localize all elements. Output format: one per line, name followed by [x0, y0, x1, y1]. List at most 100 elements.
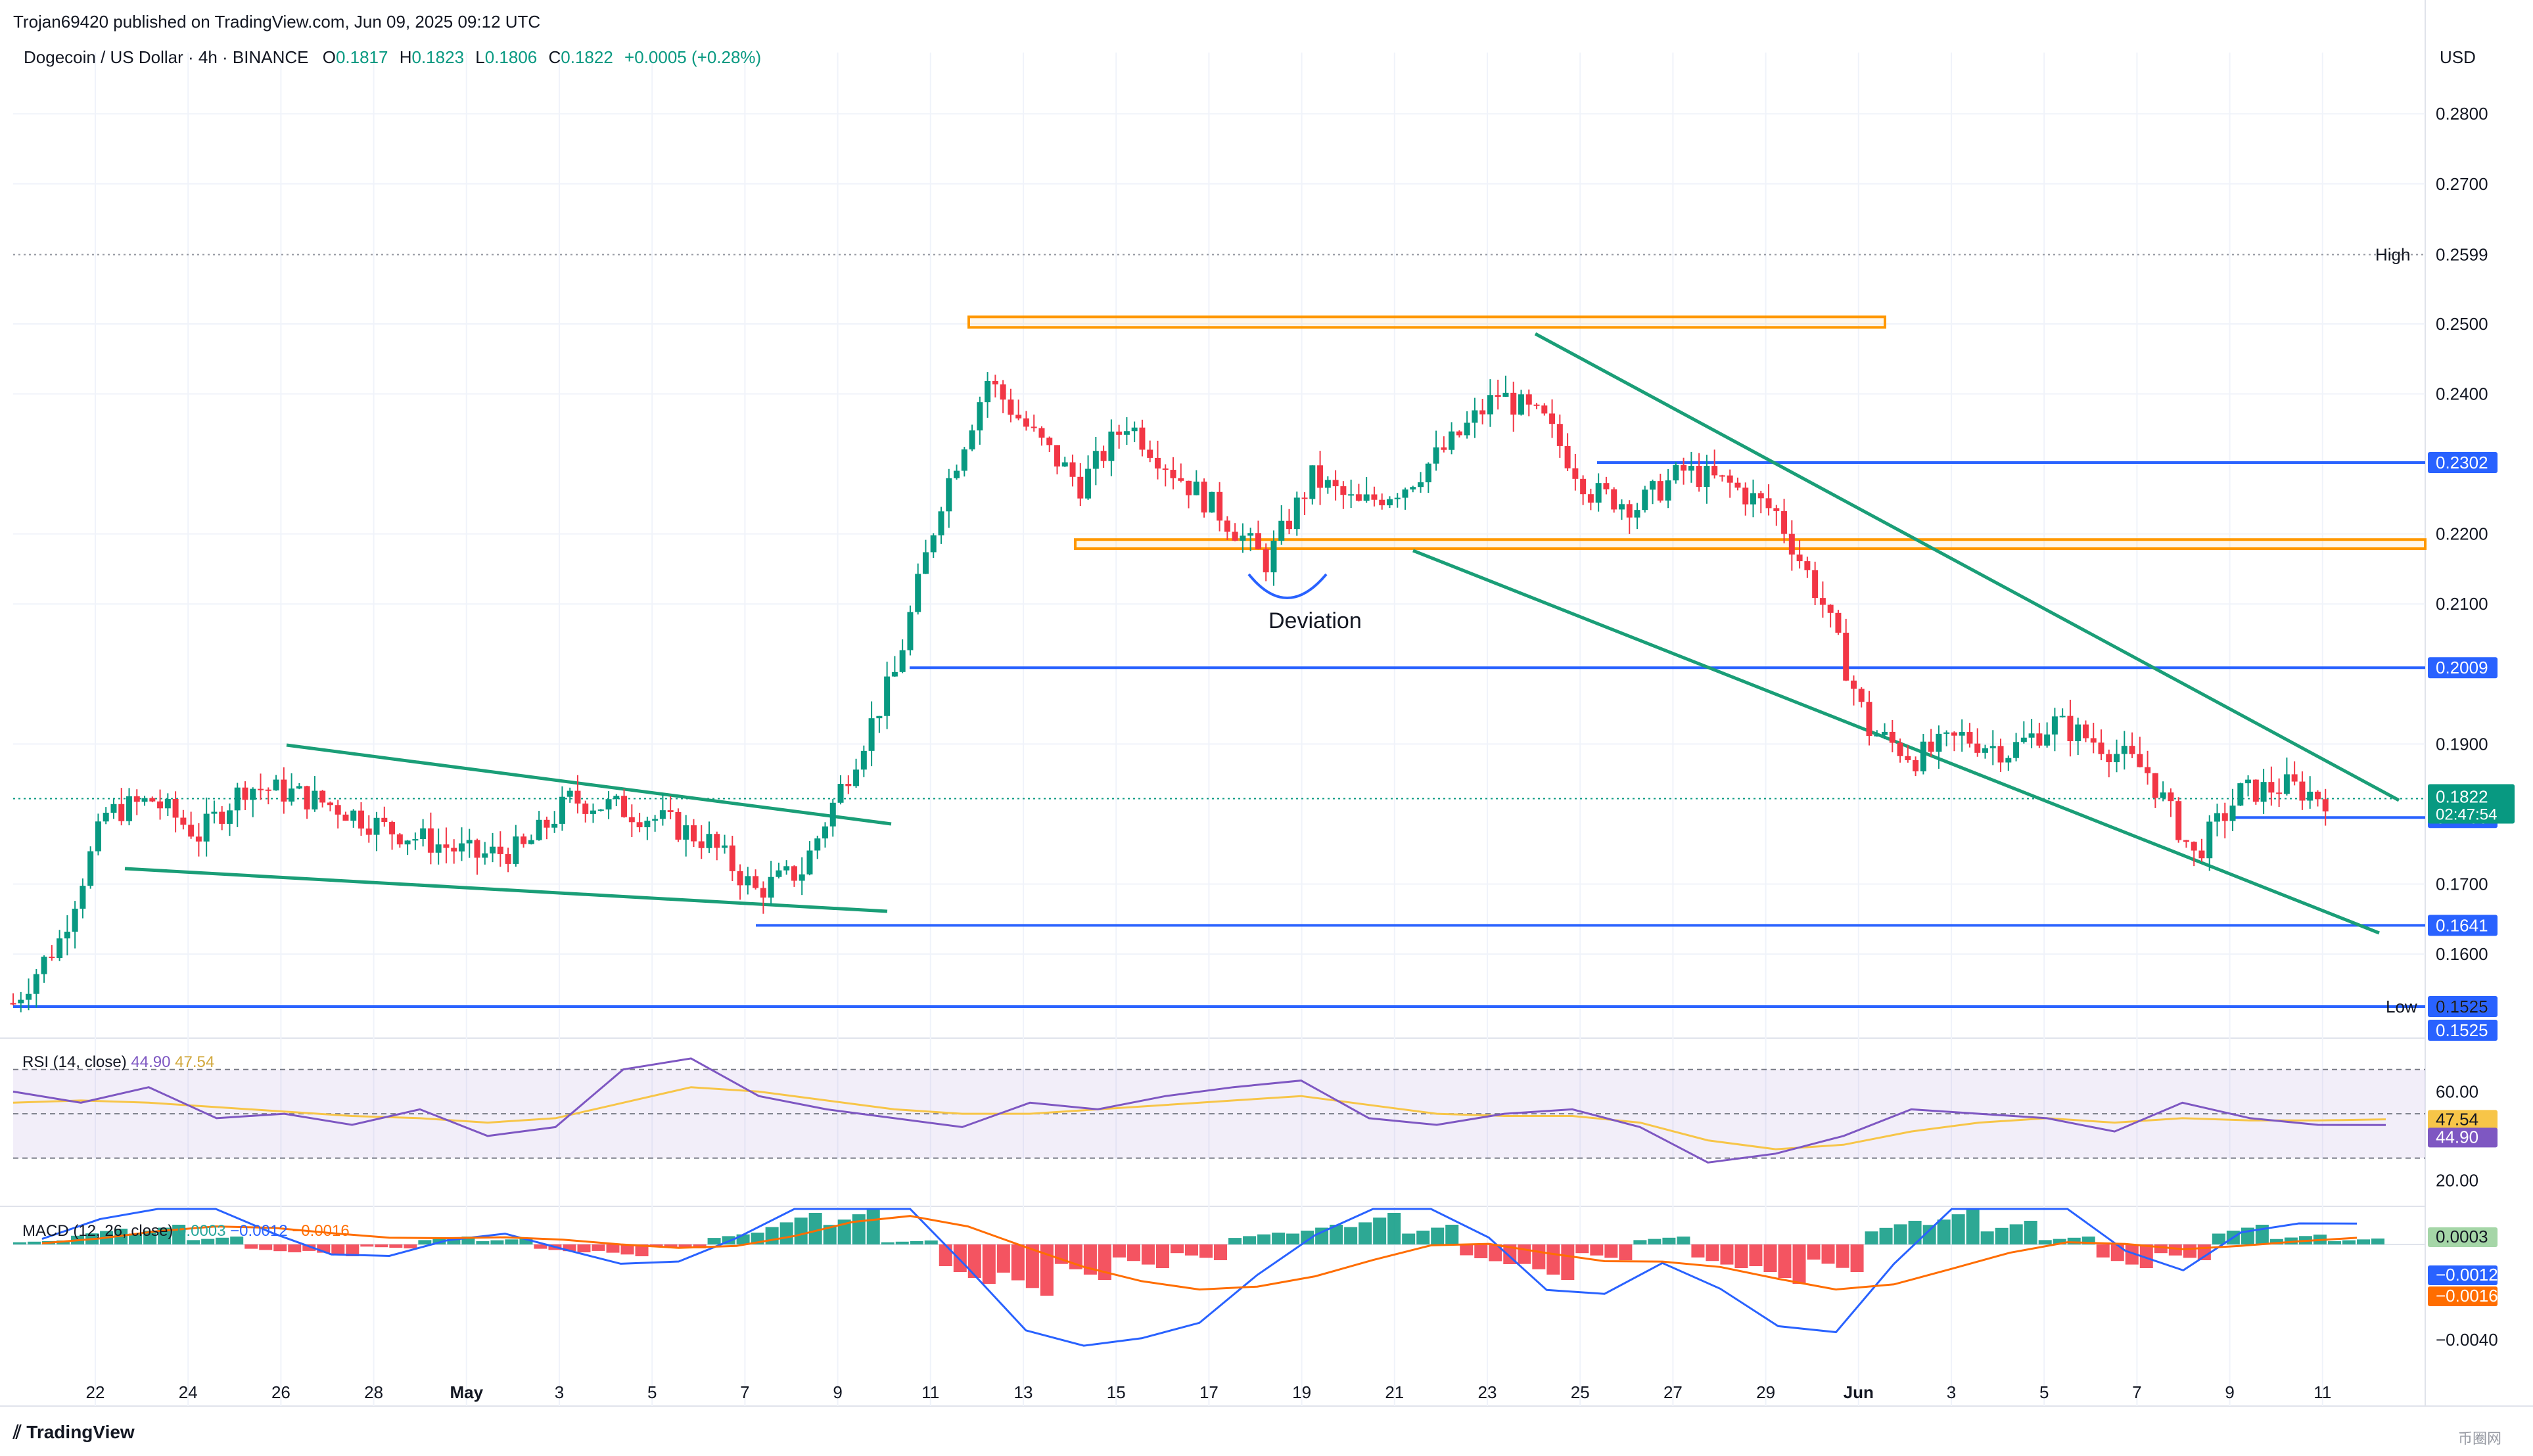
candle-body	[985, 380, 991, 403]
macd-histogram-bar	[1359, 1222, 1372, 1244]
candle-body	[567, 790, 573, 797]
candle-body	[451, 848, 457, 852]
candle-body	[1201, 482, 1207, 512]
x-tick-label: 7	[2132, 1382, 2141, 1402]
macd-legend[interactable]: MACD (12, 26, close) 0.0003 −0.0012 −0.0…	[22, 1222, 350, 1240]
candle-body	[1162, 468, 1169, 470]
rsi-tag-label: 44.90	[2436, 1127, 2478, 1147]
macd-histogram-bar	[1011, 1244, 1025, 1281]
macd-histogram-bar	[1922, 1225, 1936, 1244]
candle-body	[1626, 504, 1633, 518]
macd-histogram-bar	[360, 1244, 374, 1247]
candle-body	[1348, 494, 1355, 496]
low-value: 0.1525	[2436, 997, 2488, 1016]
trendline[interactable]	[124, 867, 888, 913]
candles-group	[10, 372, 2329, 1012]
candle-body	[219, 811, 225, 824]
candle-body	[2268, 782, 2275, 793]
supply-zone-upper[interactable]	[967, 315, 1886, 329]
macd-histogram-bar	[852, 1214, 866, 1244]
deviation-arc[interactable]	[1247, 573, 1328, 599]
macd-histogram-bar	[1966, 1209, 1980, 1244]
candle-body	[1046, 438, 1053, 445]
macd-histogram-bar	[28, 1241, 41, 1244]
macd-histogram-bar	[1980, 1231, 1994, 1244]
candle-body	[1015, 415, 1022, 419]
candle-body	[853, 769, 860, 786]
candle-body	[1866, 702, 1872, 737]
candle-body	[2260, 782, 2267, 802]
macd-histogram-bar	[1170, 1244, 1184, 1254]
x-tick-label: 9	[833, 1382, 842, 1402]
trendline[interactable]	[1412, 549, 2380, 935]
trendline[interactable]	[286, 743, 892, 826]
candle-body	[969, 430, 975, 449]
macd-histogram-bar	[1807, 1244, 1821, 1260]
macd-histogram-bar	[404, 1244, 417, 1248]
candle-body	[1054, 445, 1060, 466]
candle-body	[2168, 792, 2174, 802]
candle-body	[2314, 791, 2321, 800]
macd-histogram-bar	[216, 1237, 229, 1244]
candle-body	[1379, 499, 1385, 506]
candle-body	[319, 790, 326, 803]
candle-body	[1363, 494, 1370, 501]
candle-body	[760, 888, 766, 898]
candle-body	[141, 798, 148, 802]
tradingview-logo[interactable]: ⫽ TradingView	[13, 1422, 135, 1444]
rsi-legend[interactable]: RSI (14, close) 44.90 47.54	[22, 1053, 214, 1072]
symbol-name[interactable]: Dogecoin / US Dollar · 4h · BINANCE	[24, 47, 309, 67]
candle-body	[690, 825, 697, 842]
macd-histogram-bar	[1604, 1244, 1618, 1258]
macd-histogram-bar	[2139, 1244, 2153, 1268]
macd-histogram-bar	[707, 1238, 721, 1244]
candle-body	[722, 845, 728, 848]
candle-body	[2129, 746, 2135, 754]
x-tick-label: 26	[271, 1382, 290, 1402]
candle-body	[2291, 774, 2298, 782]
candle-body	[1812, 570, 1819, 599]
y-tick-label: 0.1900	[2436, 734, 2488, 754]
candle-body	[1757, 493, 1764, 499]
macd-histogram-bar	[765, 1227, 779, 1244]
trendline[interactable]	[1534, 332, 2400, 802]
candle-body	[458, 843, 465, 852]
candle-body	[64, 932, 70, 939]
macd-line-value: −0.0012	[230, 1222, 288, 1240]
y-tick-label: 0.2100	[2436, 594, 2488, 614]
rsi-line	[12, 1057, 2386, 1164]
supply-zone-lower[interactable]	[1074, 538, 2427, 551]
candle-body	[242, 787, 248, 800]
candle-body	[1247, 533, 1254, 536]
macd-histogram-bar	[1431, 1227, 1445, 1244]
macd-histogram-bar	[606, 1244, 620, 1253]
candle-body	[1487, 395, 1493, 415]
high-label: High	[2375, 244, 2410, 264]
macd-tag-label: 0.0003	[2436, 1227, 2488, 1246]
macd-histogram-bar	[1040, 1244, 1054, 1296]
candle-body	[1456, 431, 1462, 436]
candle-body	[2160, 792, 2166, 798]
macd-histogram-bar	[1286, 1233, 1300, 1244]
candle-body	[930, 535, 937, 553]
last-price-tag	[2428, 784, 2515, 824]
macd-y-tick: −0.0040	[2436, 1330, 2498, 1350]
candle-body	[133, 796, 140, 802]
macd-histogram-bar	[1344, 1227, 1358, 1244]
candle-body	[57, 938, 63, 959]
candle-body	[427, 828, 434, 853]
macd-histogram-bar	[808, 1213, 822, 1244]
candle-body	[1928, 741, 1934, 752]
y-tick-label: 0.1600	[2436, 944, 2488, 964]
candle-body	[304, 786, 310, 809]
watermark: 币圈网	[2458, 1430, 2502, 1447]
candle-body	[791, 866, 797, 881]
macd-histogram-bar	[447, 1237, 461, 1244]
candle-body	[1850, 680, 1857, 689]
macd-histogram-bar	[1155, 1244, 1169, 1268]
x-tick-label: 5	[2039, 1382, 2049, 1402]
candle-body	[1402, 489, 1408, 498]
last-price-countdown: 02:47:54	[2436, 806, 2497, 824]
candle-body	[1827, 604, 1834, 613]
